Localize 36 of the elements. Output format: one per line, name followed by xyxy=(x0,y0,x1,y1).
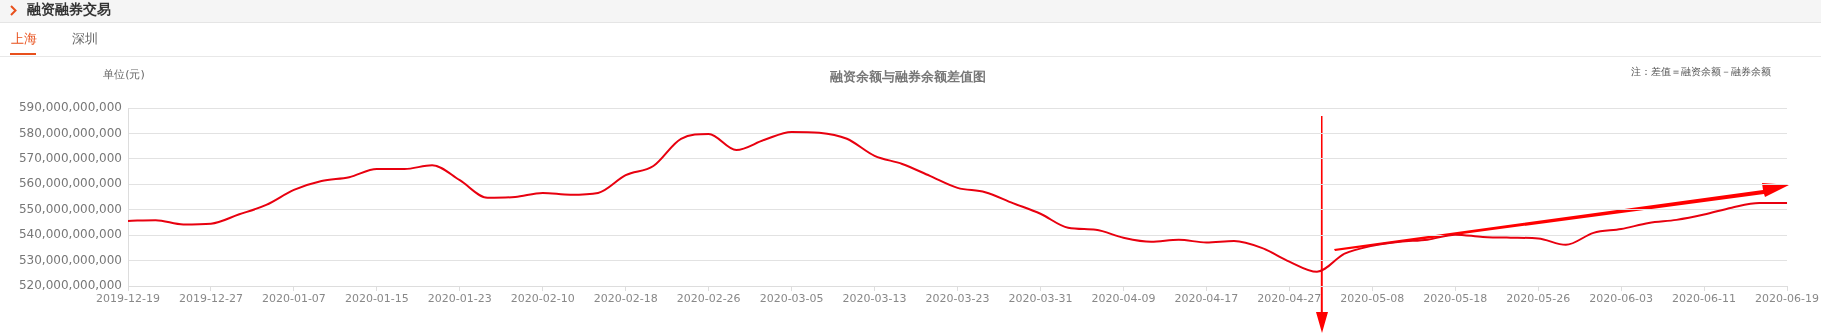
x-tick-label: 2020-03-23 xyxy=(925,292,990,306)
x-tick-label: 2020-03-05 xyxy=(759,292,824,306)
x-tick-label: 2020-05-26 xyxy=(1506,292,1571,306)
x-tick-label: 2020-02-10 xyxy=(510,292,575,306)
x-tick-label: 2020-04-17 xyxy=(1174,292,1239,306)
chart-title: 融资余额与融券余额差值图 xyxy=(829,69,986,85)
x-tick-label: 2020-03-13 xyxy=(842,292,907,306)
y-axis-title: 单位(元) xyxy=(103,67,145,81)
x-tick-label: 2020-05-08 xyxy=(1340,292,1405,306)
x-tick-label: 2020-02-26 xyxy=(676,292,741,306)
x-tick-label: 2020-06-11 xyxy=(1672,292,1737,306)
y-tick-label: 530,000,000,000 xyxy=(18,252,122,267)
x-tick-label: 2020-04-27 xyxy=(1257,292,1322,306)
y-tick-label: 560,000,000,000 xyxy=(18,176,122,191)
x-tick-label: 2020-06-03 xyxy=(1589,292,1654,306)
y-tick-label: 570,000,000,000 xyxy=(18,150,122,165)
x-tick-label: 2019-12-27 xyxy=(178,292,243,306)
x-tick-label: 2020-04-09 xyxy=(1091,292,1156,306)
x-tick-label: 2020-03-31 xyxy=(1008,292,1073,306)
text: 深圳 xyxy=(72,30,98,48)
x-tick-label: 2019-12-19 xyxy=(96,292,160,306)
text: 融资融券交易 xyxy=(27,1,111,19)
y-tick-label: 520,000,000,000 xyxy=(18,278,122,293)
y-tick-label: 550,000,000,000 xyxy=(18,201,122,216)
x-tick-label: 2020-01-23 xyxy=(427,292,492,306)
x-tick-label: 2020-06-19 xyxy=(1755,292,1820,306)
x-tick-label: 2020-01-07 xyxy=(261,292,326,306)
text: 上海 xyxy=(11,30,37,48)
x-tick-label: 2020-05-18 xyxy=(1423,292,1488,306)
y-tick-label: 590,000,000,000 xyxy=(18,100,122,115)
text: 注：差值＝融资余额－融券余额 xyxy=(1631,65,1772,77)
x-tick-label: 2020-01-15 xyxy=(344,292,409,306)
y-tick-label: 540,000,000,000 xyxy=(18,227,122,242)
x-tick-label: 2020-02-18 xyxy=(593,292,658,306)
y-tick-label: 580,000,000,000 xyxy=(18,125,122,140)
line-series xyxy=(127,130,1789,273)
